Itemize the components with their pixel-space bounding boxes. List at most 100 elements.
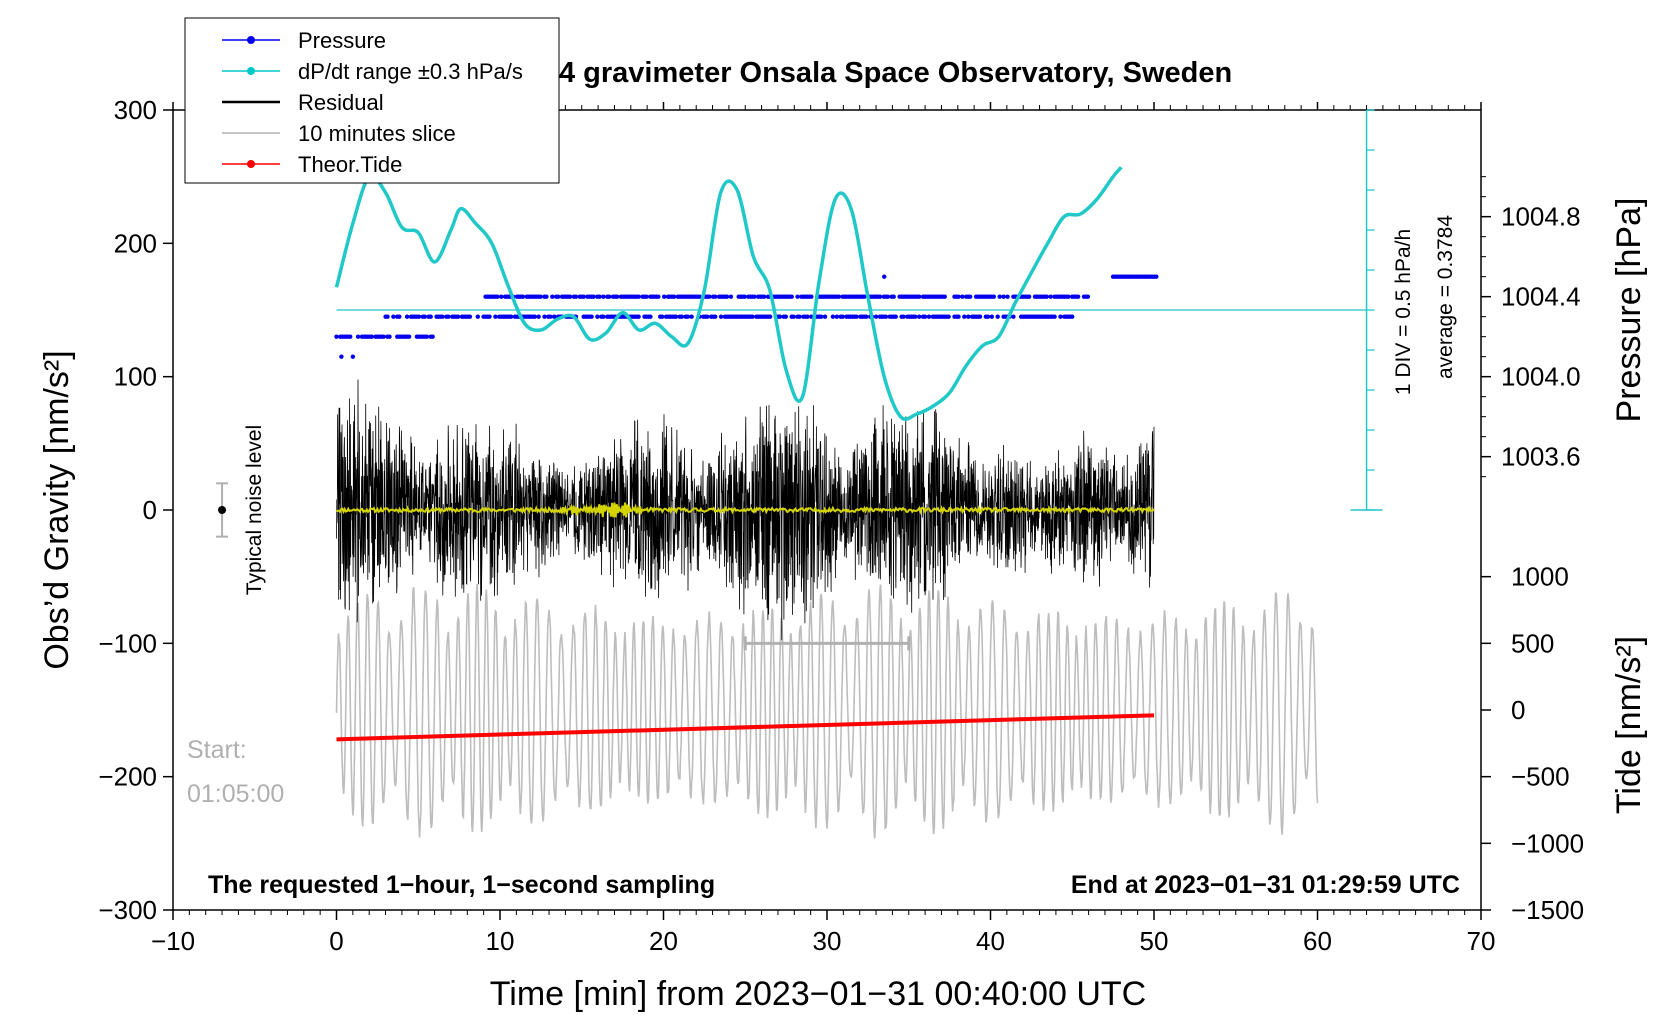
pressure-dot	[369, 334, 374, 339]
y-tick-label: −300	[98, 895, 157, 925]
pressure-dot	[783, 314, 788, 319]
pressure-dot	[777, 314, 783, 319]
y-tick-label: 0	[143, 495, 157, 525]
pressure-dot	[956, 294, 961, 299]
pressure-dot	[797, 314, 802, 319]
noise-label: Typical noise level	[243, 425, 266, 595]
pressure-dot	[552, 314, 557, 319]
pressure-dot	[1001, 294, 1006, 299]
pressure-dot	[573, 294, 579, 299]
pressure-dot	[455, 314, 461, 319]
pressure-dot	[985, 314, 991, 319]
pressure-dot	[713, 294, 718, 299]
pressure-dot	[404, 314, 410, 319]
pressure-dot	[917, 314, 922, 319]
pressure-dot	[567, 294, 573, 299]
smoothed-residual-line	[336, 502, 1155, 518]
pressure-dot	[809, 294, 814, 299]
x-tick-label: 60	[1303, 926, 1332, 956]
tide-series	[336, 713, 1155, 742]
pressure-dot	[913, 314, 918, 319]
pressure-tick-label: 1003.6	[1501, 442, 1581, 472]
pressure-dot	[685, 314, 690, 319]
pressure-dot	[381, 334, 386, 339]
start-label: Start:	[187, 736, 247, 764]
pressure-dot	[391, 314, 396, 319]
pressure-dot	[885, 294, 890, 299]
y-axis-left-title: Obs’d Gravity [nm/s²]	[38, 350, 76, 669]
pressure-dot	[707, 294, 712, 299]
x-tick-label: 20	[649, 926, 678, 956]
residual-series	[336, 379, 1155, 641]
pressure-dot	[956, 314, 961, 319]
pressure-dot	[334, 334, 339, 339]
pressure-tick-label: 1004.8	[1501, 202, 1581, 232]
pressure-dot	[818, 314, 824, 319]
pressure-dot	[718, 314, 724, 319]
pressure-dot	[862, 294, 867, 299]
pressure-dot	[679, 314, 684, 319]
pressure-dot	[595, 314, 600, 319]
pressure-dot	[508, 314, 514, 319]
pressure-dot	[864, 314, 869, 319]
pressure-dot	[728, 294, 734, 299]
tide-tick-label: 0	[1511, 695, 1525, 725]
x-tick-label: 70	[1467, 926, 1496, 956]
pressure-dot	[597, 294, 602, 299]
slice-series	[335, 583, 1319, 839]
tide-tick-label: −500	[1511, 762, 1570, 792]
pressure-dot	[556, 294, 561, 299]
pressure-dot	[607, 294, 612, 299]
pressure-dot	[1058, 314, 1063, 319]
legend-label: Pressure	[298, 28, 386, 53]
y-axis-pressure-title: Pressure [hPa]	[1610, 198, 1648, 423]
slice-bar	[743, 636, 911, 651]
pressure-dot	[350, 354, 356, 359]
pressure-dot	[1066, 294, 1071, 299]
pressure-dot	[424, 334, 429, 339]
pressure-dot	[536, 314, 541, 319]
pressure-dot	[428, 314, 433, 319]
pressure-dot	[475, 314, 480, 319]
start-time: 01:05:00	[187, 780, 284, 808]
pressure-dot	[671, 294, 677, 299]
dpdt-series	[334, 166, 1123, 421]
pressure-dot	[891, 294, 896, 299]
pressure-dot	[1075, 294, 1081, 299]
x-tick-label: 30	[813, 926, 842, 956]
noise-bar-dot	[218, 506, 227, 514]
legend-label: Theor.Tide	[298, 152, 402, 177]
x-axis: −10 0 10 20 30 40 50 60 70	[151, 102, 1496, 956]
pressure-dot	[493, 314, 498, 319]
x-tick-label: 50	[1140, 926, 1169, 956]
pressure-dot	[966, 314, 971, 319]
pressure-series	[334, 274, 1159, 359]
pressure-dot	[1154, 274, 1159, 279]
pressure-dot	[834, 314, 839, 319]
smoothed-residual-series	[336, 502, 1155, 518]
pressure-dot	[548, 314, 553, 319]
pressure-dot	[697, 294, 702, 299]
legend-label: Residual	[298, 90, 384, 115]
pressure-dot	[742, 294, 747, 299]
x-tick-label: −10	[151, 926, 195, 956]
pressure-dot	[644, 294, 649, 299]
pressure-dot	[636, 314, 641, 319]
pressure-dot	[893, 314, 898, 319]
y-tick-label: 200	[114, 228, 157, 258]
bottom-right-note: End at 2023−01−31 01:29:59 UTC	[1071, 871, 1460, 899]
pressure-dot	[440, 314, 445, 319]
pressure-dot	[762, 294, 767, 299]
pressure-dot	[614, 294, 620, 299]
y-tick-label: −100	[98, 628, 157, 658]
y-tick-label: 300	[114, 95, 157, 125]
pressure-dot	[532, 314, 537, 319]
pressure-dot	[538, 294, 543, 299]
pressure-dot	[767, 314, 773, 319]
pressure-dot	[487, 314, 492, 319]
pressure-dot	[901, 314, 906, 319]
noise-bar	[216, 482, 229, 538]
legend-marker	[247, 36, 255, 44]
x-tick-label: 10	[486, 926, 515, 956]
